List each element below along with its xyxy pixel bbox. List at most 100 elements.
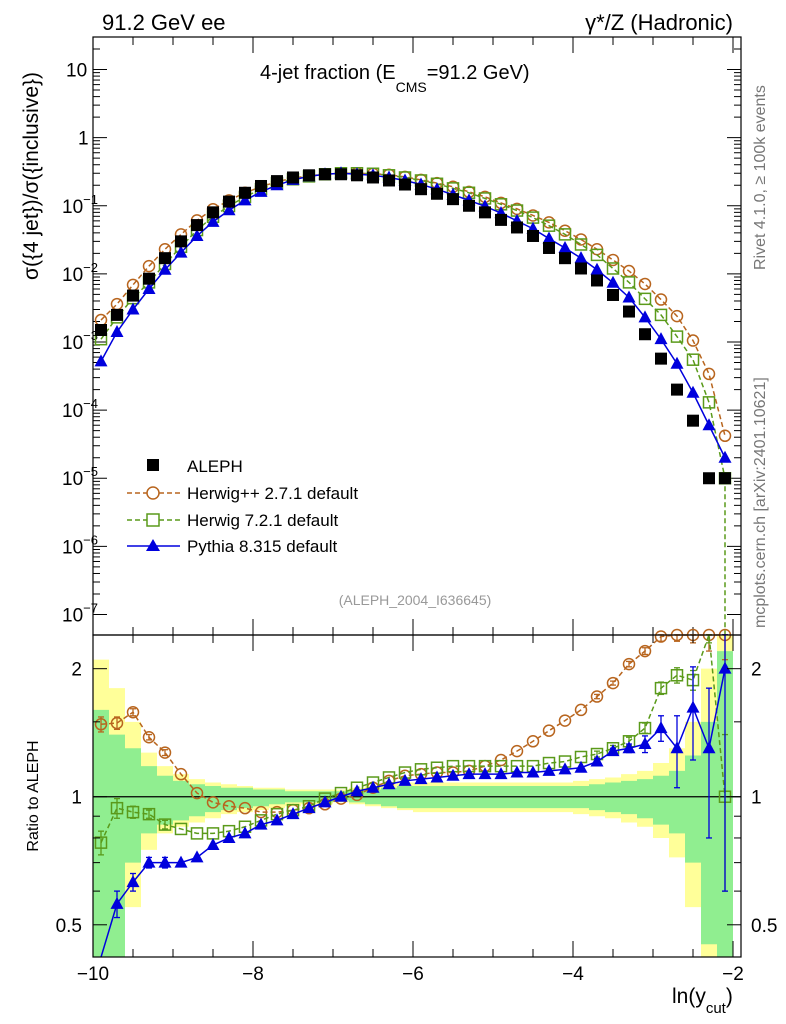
ratio-point-pythia <box>190 850 204 863</box>
main-point-herwig7 <box>590 248 604 262</box>
legend-marker-aleph <box>147 459 159 471</box>
main-line-pythia <box>100 172 726 459</box>
main-point-pythia <box>558 240 572 253</box>
ratio-point-herwigpp <box>622 657 636 671</box>
ratio-point-herwigpp <box>174 767 188 781</box>
main-y-tick-exponent: −5 <box>83 464 98 479</box>
main-point-aleph <box>719 472 731 485</box>
legend-label-aleph: ALEPH <box>187 457 243 476</box>
main-y-tick-label: 10−4 <box>62 396 98 422</box>
main-point-pythia <box>94 354 108 367</box>
ratio-point-pythia <box>142 855 156 868</box>
main-point-herwigpp <box>686 334 700 347</box>
x-axis-label-sub: cut <box>706 1000 727 1017</box>
main-title-main: 4-jet fraction (E <box>260 62 396 84</box>
main-point-pythia <box>590 262 604 275</box>
main-point-pythia <box>222 203 236 216</box>
main-point-aleph <box>511 221 523 234</box>
main-point-aleph <box>687 414 699 427</box>
main-point-herwigpp <box>718 429 732 443</box>
main-point-aleph <box>527 229 539 242</box>
main-point-aleph <box>223 195 235 208</box>
ratio-point-pythia <box>478 767 492 780</box>
main-y-tick-exponent: −3 <box>83 328 98 343</box>
main-point-pythia <box>142 281 156 294</box>
main-y-tick-base: 10 <box>62 265 83 286</box>
main-point-pythia <box>126 302 140 315</box>
ratio-point-herwigpp <box>126 705 140 719</box>
main-data-layer <box>94 166 732 635</box>
ratio-point-pythia <box>590 754 604 767</box>
main-point-pythia <box>574 251 588 264</box>
main-point-aleph <box>671 383 683 396</box>
ratio-point-pythia <box>702 741 716 754</box>
ratio-point-herwigpp <box>110 716 124 730</box>
main-point-aleph <box>207 206 219 219</box>
main-y-tick-label: 10−3 <box>62 328 98 354</box>
main-y-tick-exponent: −4 <box>83 396 98 411</box>
main-point-herwigpp <box>126 278 140 292</box>
main-point-aleph <box>559 252 571 265</box>
ratio-point-pythia <box>686 700 700 713</box>
x-tick-label: −6 <box>402 964 424 985</box>
ratio-point-herwig7 <box>142 807 156 821</box>
main-point-aleph <box>271 175 283 188</box>
ratio-point-herwigpp <box>590 690 604 703</box>
ratio-point-herwigpp <box>94 718 108 731</box>
main-y-tick-exponent: −1 <box>83 192 98 207</box>
rivet-label: Rivet 4.1.0, ≥ 100k events <box>752 85 769 270</box>
main-point-aleph <box>591 274 603 287</box>
ratio-point-pythia <box>542 763 556 776</box>
main-point-pythia <box>110 325 124 338</box>
main-y-tick-label: 10−2 <box>62 260 98 286</box>
header-left: 91.2 GeV ee <box>102 10 226 35</box>
ratio-point-herwigpp <box>542 724 556 737</box>
main-point-herwigpp <box>654 293 668 306</box>
ratio-point-herwigpp <box>206 796 220 809</box>
ratio-bands <box>93 635 741 958</box>
main-point-aleph <box>623 305 635 318</box>
ratio-frame <box>92 634 742 958</box>
main-point-aleph <box>351 169 363 182</box>
main-point-aleph <box>399 178 411 191</box>
ratio-point-pythia <box>318 795 332 808</box>
ratio-point-pythia <box>718 661 732 674</box>
main-y-axis-label: σ({4 jet})/σ({inclusive}) <box>20 72 43 280</box>
ratio-point-herwigpp <box>222 799 236 813</box>
main-y-tick-label: 10 <box>66 61 87 82</box>
main-point-herwig7 <box>638 292 652 306</box>
main-point-aleph <box>479 206 491 219</box>
ratio-point-pythia <box>398 773 412 786</box>
main-point-herwig7 <box>670 330 684 343</box>
main-point-aleph <box>303 169 315 182</box>
main-y-tick-base: 10 <box>62 605 83 626</box>
legend-entry-aleph: ALEPH <box>147 457 243 476</box>
main-y-tick-label: 10−6 <box>62 532 98 558</box>
main-y-tick-exponent: −7 <box>83 600 98 615</box>
ratio-y-tick-label-left: 2 <box>71 660 82 681</box>
legend: ALEPH Herwig++ 2.7.1 default Herwig 7.2.… <box>127 457 358 556</box>
ratio-point-pythia <box>366 780 380 793</box>
x-tick-label: −8 <box>242 964 264 985</box>
ratio-point-herwig7 <box>670 669 684 682</box>
main-y-tick-exponent: −2 <box>83 260 98 275</box>
ratio-line-pythia <box>100 668 726 958</box>
main-point-herwigpp <box>638 277 652 291</box>
ratio-y-tick-label-right: 0.5 <box>751 916 777 937</box>
ratio-point-herwigpp <box>558 714 572 727</box>
legend-entry-herwigpp: Herwig++ 2.7.1 default <box>127 484 358 503</box>
legend-label-pythia: Pythia 8.315 default <box>187 537 338 556</box>
main-point-pythia <box>622 290 636 303</box>
main-point-herwigpp <box>702 367 716 381</box>
ratio-point-pythia <box>622 741 636 754</box>
ratio-point-herwig7 <box>126 805 140 819</box>
ratio-point-pythia <box>302 801 316 814</box>
main-point-pythia <box>606 275 620 288</box>
legend-label-herwigpp: Herwig++ 2.7.1 default <box>187 484 358 503</box>
main-y-tick-label: 10−7 <box>62 600 98 626</box>
ratio-y-tick-label-left: 0.5 <box>56 916 82 937</box>
ratio-point-pythia <box>158 855 172 868</box>
main-point-herwig7 <box>558 228 572 241</box>
main-point-herwigpp <box>606 253 620 267</box>
